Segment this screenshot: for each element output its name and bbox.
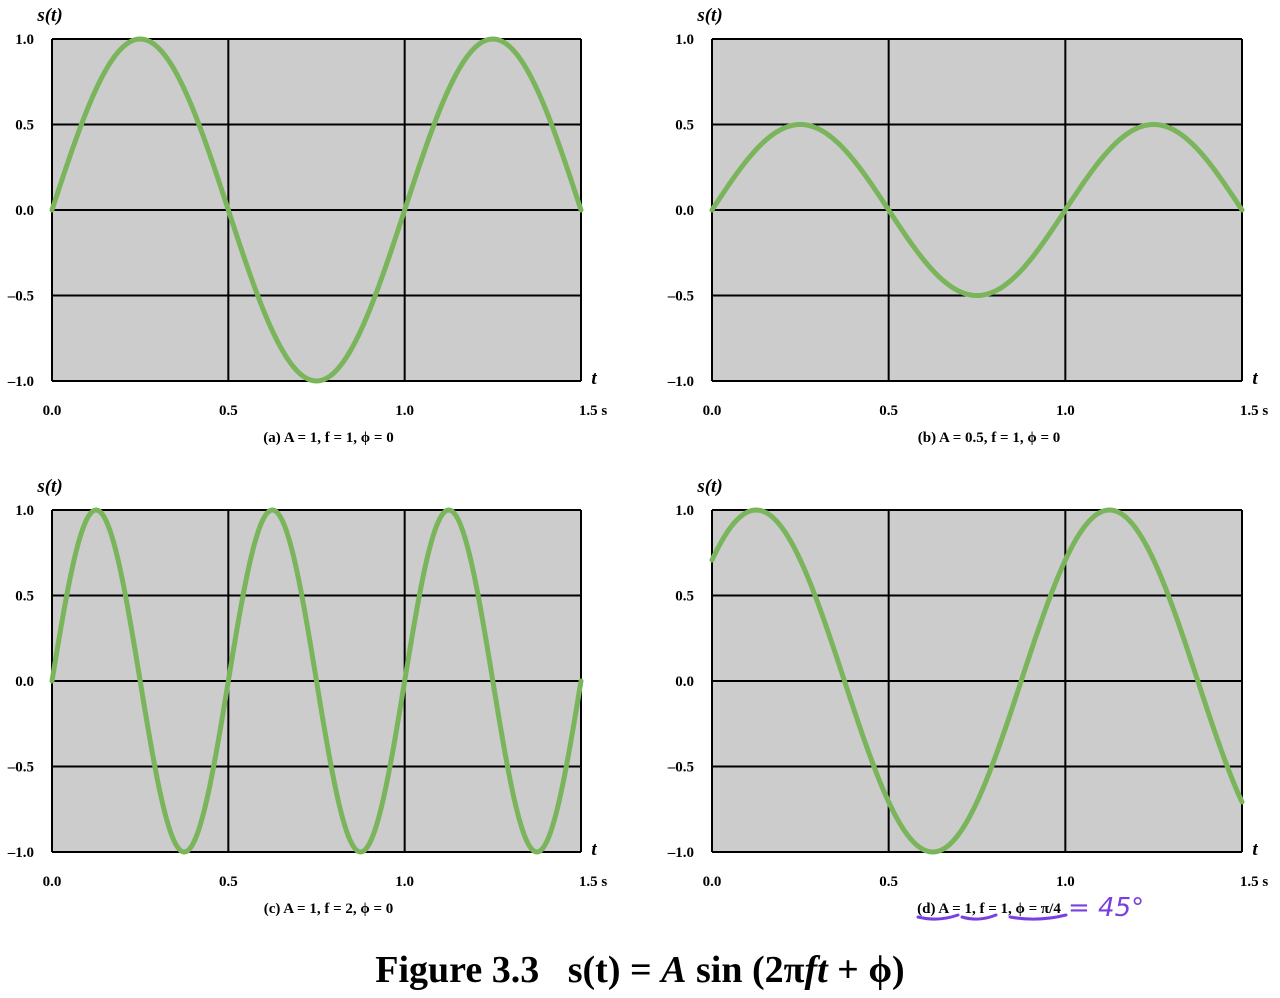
x-tick-label-4: 1.5 s [579, 403, 608, 419]
x-tick-label-3: 1.0 [395, 403, 414, 419]
y-axis-label: s(t) [36, 5, 62, 26]
y-tick-label-3: 0.0 [675, 674, 694, 690]
y-tick-label-1: 1.0 [675, 32, 694, 48]
figure-formula-part-5: + ϕ) [827, 949, 905, 991]
y-tick-label-5: –1.0 [7, 845, 34, 861]
annotation-underline-1 [916, 913, 960, 921]
y-tick-label-3: 0.0 [675, 203, 694, 219]
x-tick-label-2: 0.5 [219, 874, 238, 890]
x-axis-label: t [591, 368, 597, 389]
chart-panel-3: 1.0 0.5 0.0 –0.5 –1.0 0.0 0.5 1.0 1.5 s s(t) t (c) … [7, 476, 608, 917]
x-axis-label: t [1252, 368, 1258, 389]
chart-panel-2: 1.0 0.5 0.0 –0.5 –1.0 0.0 0.5 1.0 1.5 s s(t) t (b) … [667, 5, 1269, 446]
panel-caption: (d) A = 1, f = 1, ϕ = π/4 [917, 901, 1061, 917]
x-tick-label-4: 1.5 s [1240, 874, 1269, 890]
annotation-underline-2 [960, 913, 998, 921]
x-tick-label-2: 0.5 [219, 403, 238, 419]
series-line [709, 122, 1245, 298]
series-line [49, 507, 584, 855]
figure-formula-part-2: A [661, 949, 687, 991]
x-tick-label-3: 1.0 [1056, 403, 1075, 419]
figure-label: Figure 3.3 [375, 949, 540, 991]
panel-caption: (a) A = 1, f = 1, ϕ = 0 [263, 430, 393, 446]
series-line [49, 36, 584, 384]
chart-panel-1: 1.0 0.5 0.0 –0.5 –1.0 0.0 0.5 1.0 1.5 s s(t) t (a) … [7, 5, 608, 446]
y-tick-label-5: –1.0 [667, 374, 694, 390]
x-tick-label-2: 0.5 [879, 403, 898, 419]
x-tick-label-3: 1.0 [1056, 874, 1075, 890]
chart-panel-4: 1.0 0.5 0.0 –0.5 –1.0 0.0 0.5 1.0 1.5 s s(t) t (d) … [667, 476, 1269, 923]
x-tick-label-1: 0.0 [703, 874, 722, 890]
figure-formula-part-1: s(t) = [567, 949, 662, 991]
y-tick-label-3: 0.0 [15, 674, 34, 690]
x-tick-label-2: 0.5 [879, 874, 898, 890]
x-tick-label-3: 1.0 [395, 874, 414, 890]
y-tick-label-1: 1.0 [15, 503, 34, 519]
y-tick-label-2: 0.5 [675, 589, 694, 605]
y-axis-label: s(t) [696, 5, 722, 26]
figure-title: Figure 3.3 s(t) = A sin (2πft + ϕ) [0, 942, 1280, 998]
y-tick-label-1: 1.0 [15, 32, 34, 48]
x-tick-label-4: 1.5 s [1240, 403, 1269, 419]
x-tick-label-1: 0.0 [703, 403, 722, 419]
y-tick-label-2: 0.5 [15, 589, 34, 605]
y-tick-label-2: 0.5 [15, 118, 34, 134]
y-tick-label-4: –0.5 [7, 289, 34, 305]
y-axis-label: s(t) [36, 476, 62, 497]
annotation-underline-3 [1008, 913, 1068, 921]
x-tick-label-4: 1.5 s [579, 874, 608, 890]
y-tick-label-2: 0.5 [675, 118, 694, 134]
x-tick-label-1: 0.0 [43, 403, 62, 419]
y-tick-label-3: 0.0 [15, 203, 34, 219]
panel-caption: (b) A = 0.5, f = 1, ϕ = 0 [918, 430, 1061, 446]
handwritten-annotation: = 45° [1068, 893, 1144, 923]
y-tick-label-5: –1.0 [667, 845, 694, 861]
x-axis-label: t [591, 839, 597, 860]
series-line [709, 507, 1245, 855]
y-axis-label: s(t) [696, 476, 722, 497]
x-tick-label-1: 0.0 [43, 874, 62, 890]
y-tick-label-4: –0.5 [667, 289, 694, 305]
figure-formula-part-4: ft [804, 949, 828, 991]
y-tick-label-5: –1.0 [7, 374, 34, 390]
y-tick-label-1: 1.0 [675, 503, 694, 519]
figure-formula-part-3: sin (2π [686, 949, 805, 991]
y-tick-label-4: –0.5 [667, 760, 694, 776]
panel-caption: (c) A = 1, f = 2, ϕ = 0 [264, 901, 394, 917]
y-tick-label-4: –0.5 [7, 760, 34, 776]
x-axis-label: t [1252, 839, 1258, 860]
